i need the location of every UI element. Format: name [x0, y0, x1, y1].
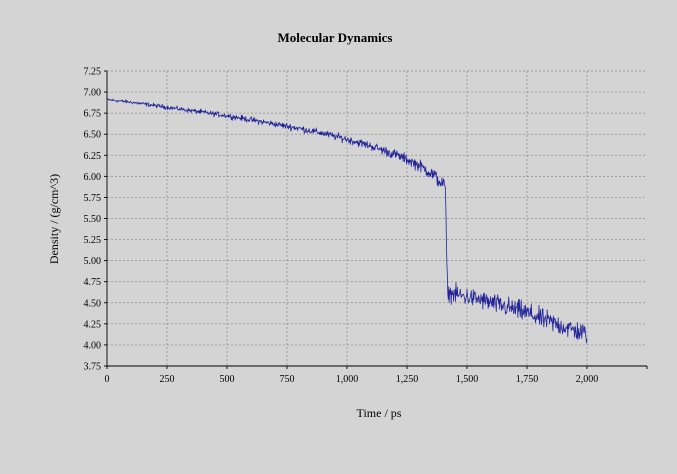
y-tick-label: 6.25	[84, 151, 102, 162]
x-tick-label: 250	[160, 374, 175, 385]
y-tick-label: 7.00	[84, 88, 102, 99]
y-tick-label: 4.00	[84, 340, 102, 351]
y-tick-label: 4.50	[84, 298, 102, 309]
chart-title: Molecular Dynamics	[278, 30, 393, 45]
x-axis-label: Time / ps	[357, 406, 402, 420]
y-tick-labels: 3.75 4.00 4.25 4.50 4.75 5.00 5.25 5.50 5.75 6.00…	[84, 67, 102, 373]
y-tick-label: 5.00	[84, 256, 102, 267]
x-tick-label: 750	[280, 374, 295, 385]
x-tick-label: 500	[220, 374, 235, 385]
y-tick-label: 6.00	[84, 172, 102, 183]
x-tick-label: 0	[105, 374, 110, 385]
x-tick-label: 1,000	[336, 374, 359, 385]
y-tick-label: 7.25	[84, 67, 102, 78]
y-tick-label: 6.75	[84, 109, 102, 120]
axes	[104, 70, 648, 369]
series-line-density	[106, 97, 588, 344]
x-tick-label: 2,000	[576, 374, 599, 385]
y-axis-label: Density / (g/cm^3)	[47, 174, 61, 264]
y-tick-label: 4.25	[84, 319, 102, 330]
y-tick-label: 3.75	[84, 362, 102, 373]
x-tick-label: 1,750	[516, 374, 539, 385]
y-tick-label: 6.50	[84, 130, 102, 141]
y-tick-label: 5.75	[84, 193, 102, 204]
x-tick-labels: 0 250 500 750 1,000 1,250 1,500 1,750 2,000	[105, 374, 599, 385]
grid-lines	[107, 70, 647, 366]
x-tick-label: 1,500	[456, 374, 479, 385]
y-tick-label: 4.75	[84, 277, 102, 288]
x-tick-label: 1,250	[396, 374, 419, 385]
y-tick-label: 5.25	[84, 235, 102, 246]
y-tick-label: 5.50	[84, 214, 102, 225]
